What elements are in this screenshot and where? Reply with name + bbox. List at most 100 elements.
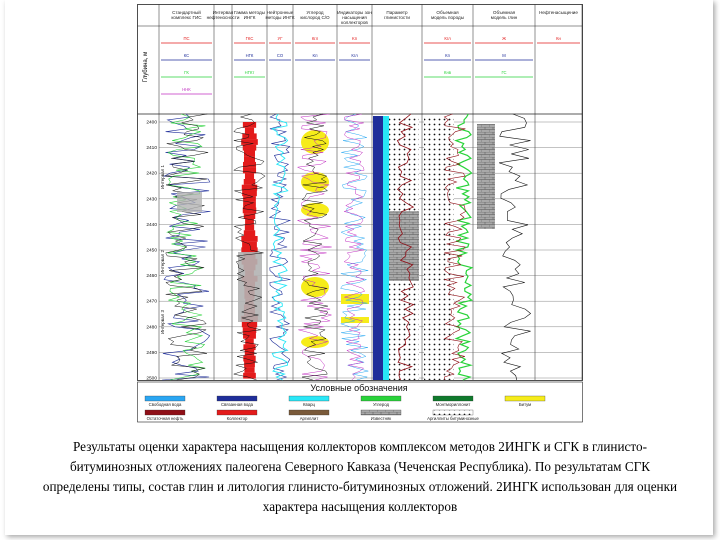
track1-curve-a <box>162 113 211 381</box>
legend-label-2: Кварц <box>303 402 316 407</box>
depth-ticks: 2400 2410 2420 2430 2440 2450 2460 2470 2480 2490… <box>146 120 157 382</box>
track3-red-seg <box>244 350 255 356</box>
curve-label-track9-1: М <box>502 53 506 58</box>
slide-frame: Стандартный комплекс ГИС Интервал нефтеносн… <box>5 0 713 535</box>
track3-red-seg <box>243 156 256 162</box>
track3-red-seg <box>243 344 256 351</box>
track3-red-seg <box>245 338 254 345</box>
track3-gray-band <box>238 252 262 322</box>
legend-label-1: Связанная вода <box>221 402 254 407</box>
depth-tick-2400: 2400 <box>146 120 157 126</box>
depth-tick-2440: 2440 <box>146 222 157 228</box>
legend-swatch-9 <box>360 409 402 416</box>
curve-label-track5-1: Kп <box>312 53 317 58</box>
depth-tick-2410: 2410 <box>146 145 157 151</box>
legend-swatch-7 <box>216 409 258 416</box>
curve-label-track4-0: УГ <box>278 36 284 41</box>
legend-title: Условные обозначения <box>310 383 407 393</box>
depth-tick-2500: 2500 <box>146 376 157 382</box>
curve-label-track1-3: ННК <box>182 87 191 92</box>
track3-red-seg <box>244 367 255 373</box>
curve-label-track1-0: ПС <box>183 36 189 41</box>
legend-swatch-4 <box>432 395 474 402</box>
legend-swatch-0 <box>144 395 186 402</box>
legend-label-3: Углерод <box>373 402 390 407</box>
log-border <box>137 4 583 381</box>
track-header-6: Индикаторы зон насыщения коллекторов <box>337 10 372 25</box>
legend-label-9: Известняк <box>371 416 391 421</box>
track7-curve <box>339 113 369 381</box>
depth-tick-2450: 2450 <box>146 248 157 254</box>
legend-swatch-8 <box>288 409 330 416</box>
curve-label-track1-2: ГК <box>184 70 189 75</box>
track-header-3: Гамма методы ИНГК <box>234 10 265 20</box>
track8-blue-fill <box>373 116 383 380</box>
track-header-2: Интервал нефтеносности <box>207 10 240 20</box>
track3-red-seg <box>242 190 257 197</box>
curve-label-track3-1: НГК <box>246 53 254 58</box>
curve-label-track5-0: Кгл <box>312 36 319 41</box>
track9-dots <box>424 116 454 380</box>
curve-label-track1-1: КС <box>184 53 189 58</box>
track3-red-seg <box>242 207 257 214</box>
track6-curve-b <box>301 113 329 381</box>
depth-tick-2430: 2430 <box>146 196 157 202</box>
legend-label-5: Битум <box>519 402 531 407</box>
depth-label: Глубина, м <box>143 52 149 82</box>
log-tracks <box>162 113 532 381</box>
track3-red-seg <box>242 133 257 140</box>
legend-label-10: Аргиллиты битуминозные <box>427 416 479 421</box>
track9-red <box>443 113 466 381</box>
track3-red-seg <box>244 361 255 368</box>
track3-red-seg <box>243 213 256 219</box>
track3-red-seg <box>243 196 256 202</box>
well-log-diagram: Стандартный комплекс ГИС Интервал нефтеносн… <box>137 2 595 424</box>
zone-label-2: Интервал 2 <box>160 250 165 274</box>
track-header-7: Параметр глинистости <box>384 10 410 20</box>
track1-gray-band <box>177 192 202 212</box>
curve-label-track9-2: ГС <box>501 70 506 75</box>
track3-red-seg <box>243 201 256 208</box>
legend-swatch-3 <box>360 395 402 402</box>
track7-curve-b <box>343 113 365 381</box>
figure-caption: Результаты оценки характера насыщения ко… <box>42 439 678 514</box>
legend-swatch-1 <box>216 395 258 402</box>
track3-red-seg <box>245 218 254 225</box>
track3-red-seg <box>243 150 256 157</box>
track4-curve-b <box>270 113 289 381</box>
log-grid <box>158 4 583 380</box>
curve-label-track6-0: Kп <box>352 36 357 41</box>
track6-yellow-1 <box>301 172 329 192</box>
track3-red-seg <box>244 224 255 231</box>
legend-label-4: Монтмориллонит <box>436 402 471 407</box>
curve-label-track3-0: ГКС <box>246 36 254 41</box>
depth-tick-2490: 2490 <box>146 350 157 356</box>
track10-curve <box>499 113 532 381</box>
track3-red-seg <box>241 321 258 328</box>
track-header-5: Углерод кислород С/О <box>300 10 330 20</box>
curve-label-track10-0: Кн <box>556 36 561 41</box>
curve-label-track9-0: Ж <box>502 36 506 41</box>
track7-yellow-1 <box>341 317 369 323</box>
track-header-9: Объемная модель глин <box>491 10 518 20</box>
legend-label-7: Коллектор <box>227 416 248 421</box>
legend-swatch-10 <box>432 409 474 416</box>
legend-label-0: Свободная вода <box>149 402 182 407</box>
track3-red-seg <box>243 179 256 185</box>
track-header-4: Нейтронные методы ИНГК <box>265 9 294 20</box>
depth-tick-2470: 2470 <box>146 299 157 305</box>
track3-red-seg <box>243 230 256 237</box>
depth-tick-2480: 2480 <box>146 324 157 330</box>
track8-dots-upper <box>389 116 419 211</box>
track3-red-seg <box>241 139 258 145</box>
track-headers: Стандартный комплекс ГИС Интервал нефтеносн… <box>137 9 582 115</box>
legend-label-8: Аргиллит <box>300 416 319 421</box>
curve-label-track3-2: НГКт <box>245 70 255 75</box>
track8-dots-lower <box>389 281 419 380</box>
track6-yellow-3 <box>301 277 329 297</box>
depth-tick-2460: 2460 <box>146 273 157 279</box>
track3-red-seg <box>244 127 255 134</box>
track8-cyan-fill <box>383 116 389 380</box>
legend-swatch-2 <box>288 395 330 402</box>
track9-green <box>453 113 474 381</box>
